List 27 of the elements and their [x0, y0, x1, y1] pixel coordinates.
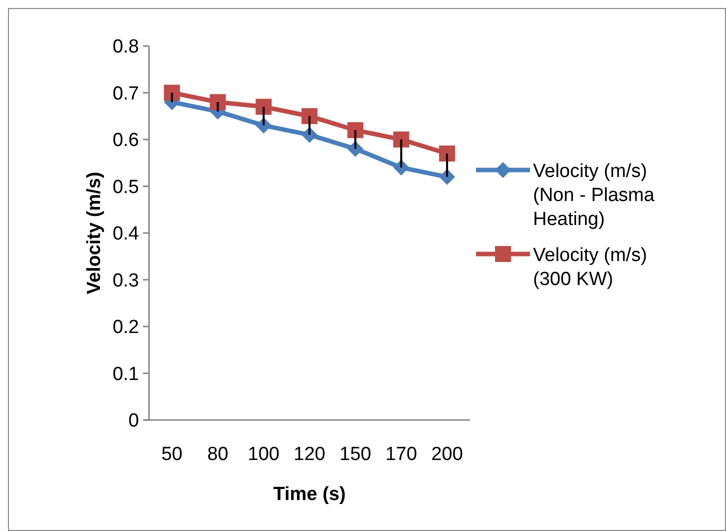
y-tick-label: 0.3: [112, 270, 139, 292]
y-tick-label: 0.4: [112, 224, 140, 245]
legend-label: Velocity (m/s) (Non - Plasma Heating): [533, 161, 655, 230]
y-tick-label: 0.5: [112, 176, 139, 198]
point: [210, 94, 226, 110]
point: [347, 122, 364, 138]
x-tick-label: 100: [248, 444, 280, 465]
x-tick-label: 150: [340, 444, 372, 465]
point: [393, 132, 410, 148]
x-tick-label: 80: [207, 444, 228, 465]
y-tick-label: 0.6: [112, 130, 139, 152]
y-tick-label: 0.8: [112, 36, 139, 58]
point: [256, 98, 272, 115]
x-tick-label: 120: [294, 444, 326, 465]
point: [164, 84, 180, 101]
legend-label: Velocity (m/s) (300 KW): [533, 245, 648, 290]
x-axis-title: Time (s): [273, 484, 346, 505]
x-tick-label: 170: [385, 444, 418, 465]
y-tick-label: 0.1: [112, 364, 139, 385]
y-axis-title: Velocity (m/s): [84, 172, 105, 294]
y-tick-label: 0.2: [112, 317, 139, 338]
y-tick-label: 0.7: [112, 83, 139, 104]
point: [302, 108, 318, 124]
x-tick-label: 200: [431, 444, 463, 465]
x-tick-label: 50: [161, 444, 182, 465]
y-tick-label: 0: [128, 410, 139, 432]
point: [439, 146, 456, 162]
